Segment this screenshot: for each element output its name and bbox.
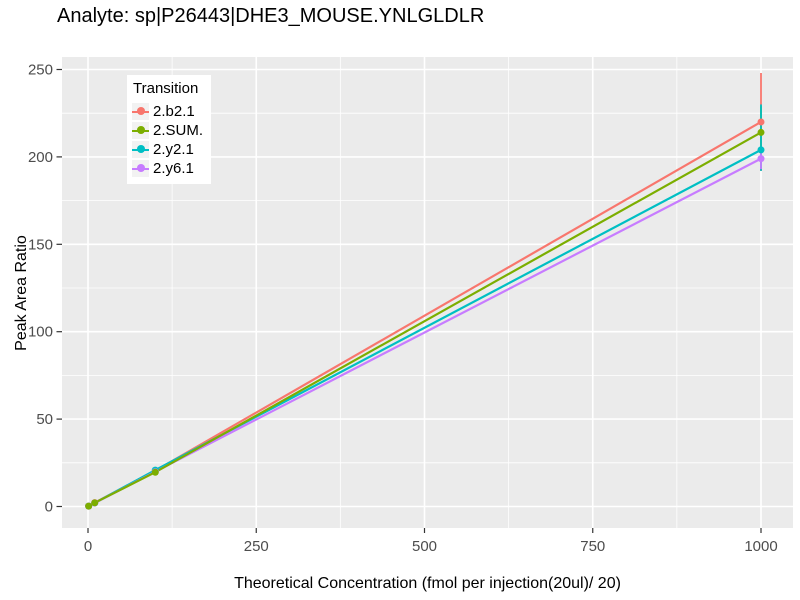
legend-item-label: 2.b2.1: [153, 103, 195, 120]
legend-item-2-y6-1: 2.y6.1: [132, 159, 207, 178]
legend-key: [132, 103, 149, 120]
y-tick-label: 250: [28, 62, 53, 79]
x-tick-label: 0: [84, 538, 92, 555]
y-tick-label: 150: [28, 236, 53, 253]
data-point-2-b2-1-x1000: [757, 118, 765, 126]
legend-item-label: 2.y6.1: [153, 160, 194, 177]
legend-swatch-dot-icon: [136, 126, 145, 134]
legend-item-label: 2.y2.1: [153, 141, 194, 158]
y-tick-label: 200: [28, 149, 53, 166]
legend-title: Transition: [133, 80, 199, 97]
x-tick-label: 750: [580, 538, 605, 555]
data-point-2-sum-x100: [151, 468, 159, 476]
legend-swatch-dot-icon: [136, 164, 145, 172]
legend-items: 2.b2.1 2.SUM. 2.y2.1 2.y6.1: [132, 102, 207, 178]
data-point-2-y2-1-x1000: [757, 146, 765, 154]
x-tick-label: 500: [412, 538, 437, 555]
legend: Transition 2.b2.1 2.SUM. 2.y2.1 2.y6.1: [127, 75, 211, 184]
data-point-2-y6-1-x1000: [757, 155, 765, 163]
x-tick-label: 250: [244, 538, 269, 555]
legend-swatch-dot-icon: [136, 107, 145, 115]
legend-key: [132, 141, 149, 158]
data-point-2-sum-x1000: [757, 128, 765, 136]
legend-item-2-y2-1: 2.y2.1: [132, 140, 207, 159]
legend-item-2-sum: 2.SUM.: [132, 121, 207, 140]
y-tick-label: 0: [45, 499, 53, 516]
legend-key: [132, 122, 149, 139]
y-tick-label: 100: [28, 324, 53, 341]
legend-swatch-dot-icon: [136, 145, 145, 153]
y-axis-title: Peak Area Ratio: [13, 235, 30, 351]
x-axis-title: Theoretical Concentration (fmol per inje…: [234, 575, 621, 592]
y-tick-label: 50: [36, 411, 53, 428]
legend-key: [132, 160, 149, 177]
plot-title: Analyte: sp|P26443|DHE3_MOUSE.YNLGLDLR: [57, 5, 485, 27]
x-tick-label: 1000: [744, 538, 777, 555]
data-point-2-sum-x10: [91, 499, 99, 507]
legend-item-label: 2.SUM.: [153, 122, 204, 139]
legend-item-2-b2-1: 2.b2.1: [132, 102, 207, 121]
data-point-2-sum-x1: [85, 502, 93, 510]
